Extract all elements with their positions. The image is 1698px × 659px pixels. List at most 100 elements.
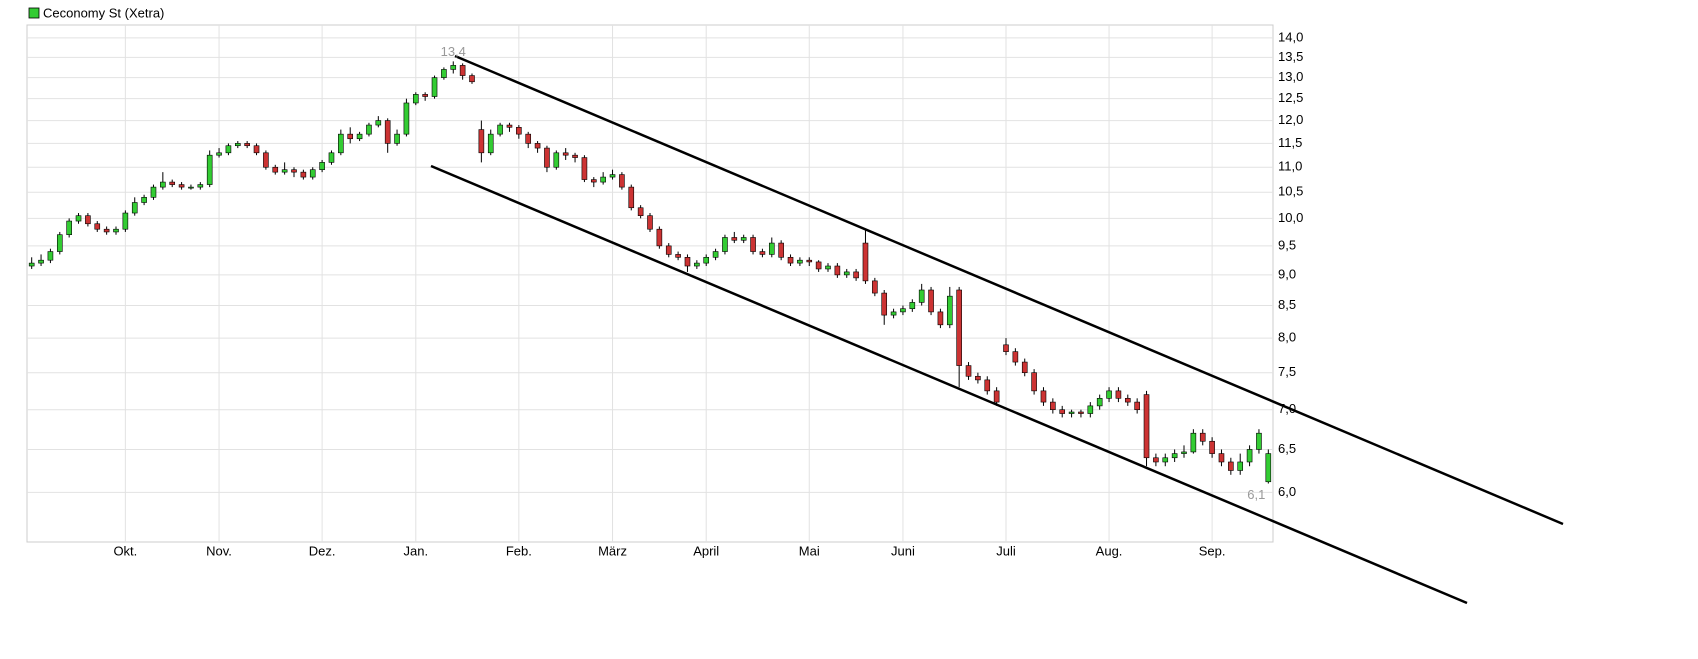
candle-body — [338, 133, 344, 154]
candle-body — [872, 280, 878, 294]
candle-body — [56, 234, 63, 252]
candle-body — [750, 237, 756, 252]
y-tick-label: 9,0 — [1278, 266, 1296, 281]
candle-body — [843, 271, 850, 276]
candle-body — [834, 265, 841, 276]
plot-frame — [26, 24, 1274, 543]
candle-body — [900, 308, 906, 313]
candle-body — [534, 143, 541, 149]
candle-body — [497, 124, 503, 135]
candle-body — [965, 365, 972, 377]
x-tick-label: Nov. — [206, 543, 232, 558]
x-tick-label: Dez. — [309, 543, 336, 558]
candle-body — [197, 184, 204, 188]
candle-body — [103, 228, 110, 233]
candle-body — [459, 65, 466, 76]
candle-body — [712, 251, 719, 258]
y-tick-label: 12,5 — [1278, 90, 1303, 105]
candle-body — [28, 262, 35, 267]
candle-body — [216, 152, 222, 156]
candle-body — [47, 251, 54, 261]
candle-body — [253, 145, 260, 154]
candle-body — [1096, 398, 1103, 407]
candle-body — [928, 289, 934, 313]
y-tick-label: 11,0 — [1278, 159, 1302, 174]
candle-body — [778, 242, 784, 258]
candle-body — [225, 145, 232, 154]
candle-body — [1115, 390, 1122, 399]
candle-body — [412, 94, 419, 104]
candle-body — [487, 133, 494, 154]
candle-body — [469, 75, 475, 83]
candle-body — [665, 245, 672, 255]
candle-body — [684, 256, 691, 267]
candle-body — [647, 215, 653, 230]
candle-body — [1181, 451, 1187, 454]
legend-label: Ceconomy St (Xetra) — [43, 5, 164, 20]
candle-body — [1153, 457, 1159, 463]
candle-body — [600, 176, 606, 183]
candle-body — [38, 259, 44, 264]
candle-body — [544, 147, 550, 168]
candle-body — [787, 256, 794, 264]
candle-body — [1256, 432, 1262, 450]
candle-body — [347, 133, 354, 140]
candle-body — [160, 181, 166, 188]
candle-body — [1106, 390, 1112, 399]
candle-body — [694, 262, 700, 267]
candle-body — [628, 186, 635, 209]
y-tick-label: 9,5 — [1278, 237, 1296, 252]
candle-body — [675, 254, 681, 258]
candle-body — [309, 169, 316, 178]
candle-body — [1218, 453, 1225, 463]
y-tick-label: 8,5 — [1278, 297, 1296, 312]
y-tick-label: 11,5 — [1278, 135, 1302, 150]
candle-body — [656, 228, 663, 247]
candle-body — [1059, 409, 1066, 414]
candle-body — [244, 143, 250, 147]
annotation: 6,1 — [1247, 487, 1265, 502]
candle-body — [975, 375, 981, 381]
x-tick-label: Aug. — [1096, 543, 1123, 558]
y-tick-label: 14,0 — [1278, 29, 1303, 44]
candle-body — [1050, 401, 1056, 410]
x-tick-label: Juli — [996, 543, 1016, 558]
candle-body — [384, 120, 391, 144]
y-tick-label: 7,5 — [1278, 364, 1296, 379]
candle-body — [815, 261, 822, 270]
candle-body — [85, 215, 91, 225]
candles — [28, 61, 1272, 484]
y-tick-label: 13,0 — [1278, 69, 1303, 84]
candle-body — [206, 154, 213, 185]
candle-body — [1003, 344, 1009, 352]
candle-body — [881, 292, 888, 316]
candle-body — [525, 133, 532, 144]
candle-body — [1087, 405, 1094, 414]
candle-body — [1199, 432, 1206, 442]
legend-swatch — [28, 7, 40, 19]
candle-body — [366, 124, 372, 135]
candle-body — [1040, 390, 1047, 403]
candle-body — [1021, 361, 1028, 373]
candle-body — [768, 242, 775, 255]
candle-body — [1134, 401, 1140, 410]
candle-body — [731, 237, 738, 241]
y-tick-label: 13,5 — [1278, 49, 1303, 64]
candle-body — [1209, 440, 1215, 454]
candle-body — [862, 242, 869, 282]
candle-body — [356, 133, 363, 140]
candle-body — [1265, 453, 1272, 483]
candle-body — [1031, 372, 1037, 392]
candle-body — [1162, 457, 1169, 463]
candle-body — [141, 197, 147, 203]
candle-body — [516, 127, 522, 135]
candle-body — [150, 186, 157, 198]
candle-body — [272, 166, 279, 173]
candle-body — [1078, 411, 1084, 414]
candle-body — [609, 174, 616, 178]
x-tick-label: Mai — [799, 543, 820, 558]
candle-body — [918, 289, 925, 303]
candle-body — [740, 237, 747, 241]
